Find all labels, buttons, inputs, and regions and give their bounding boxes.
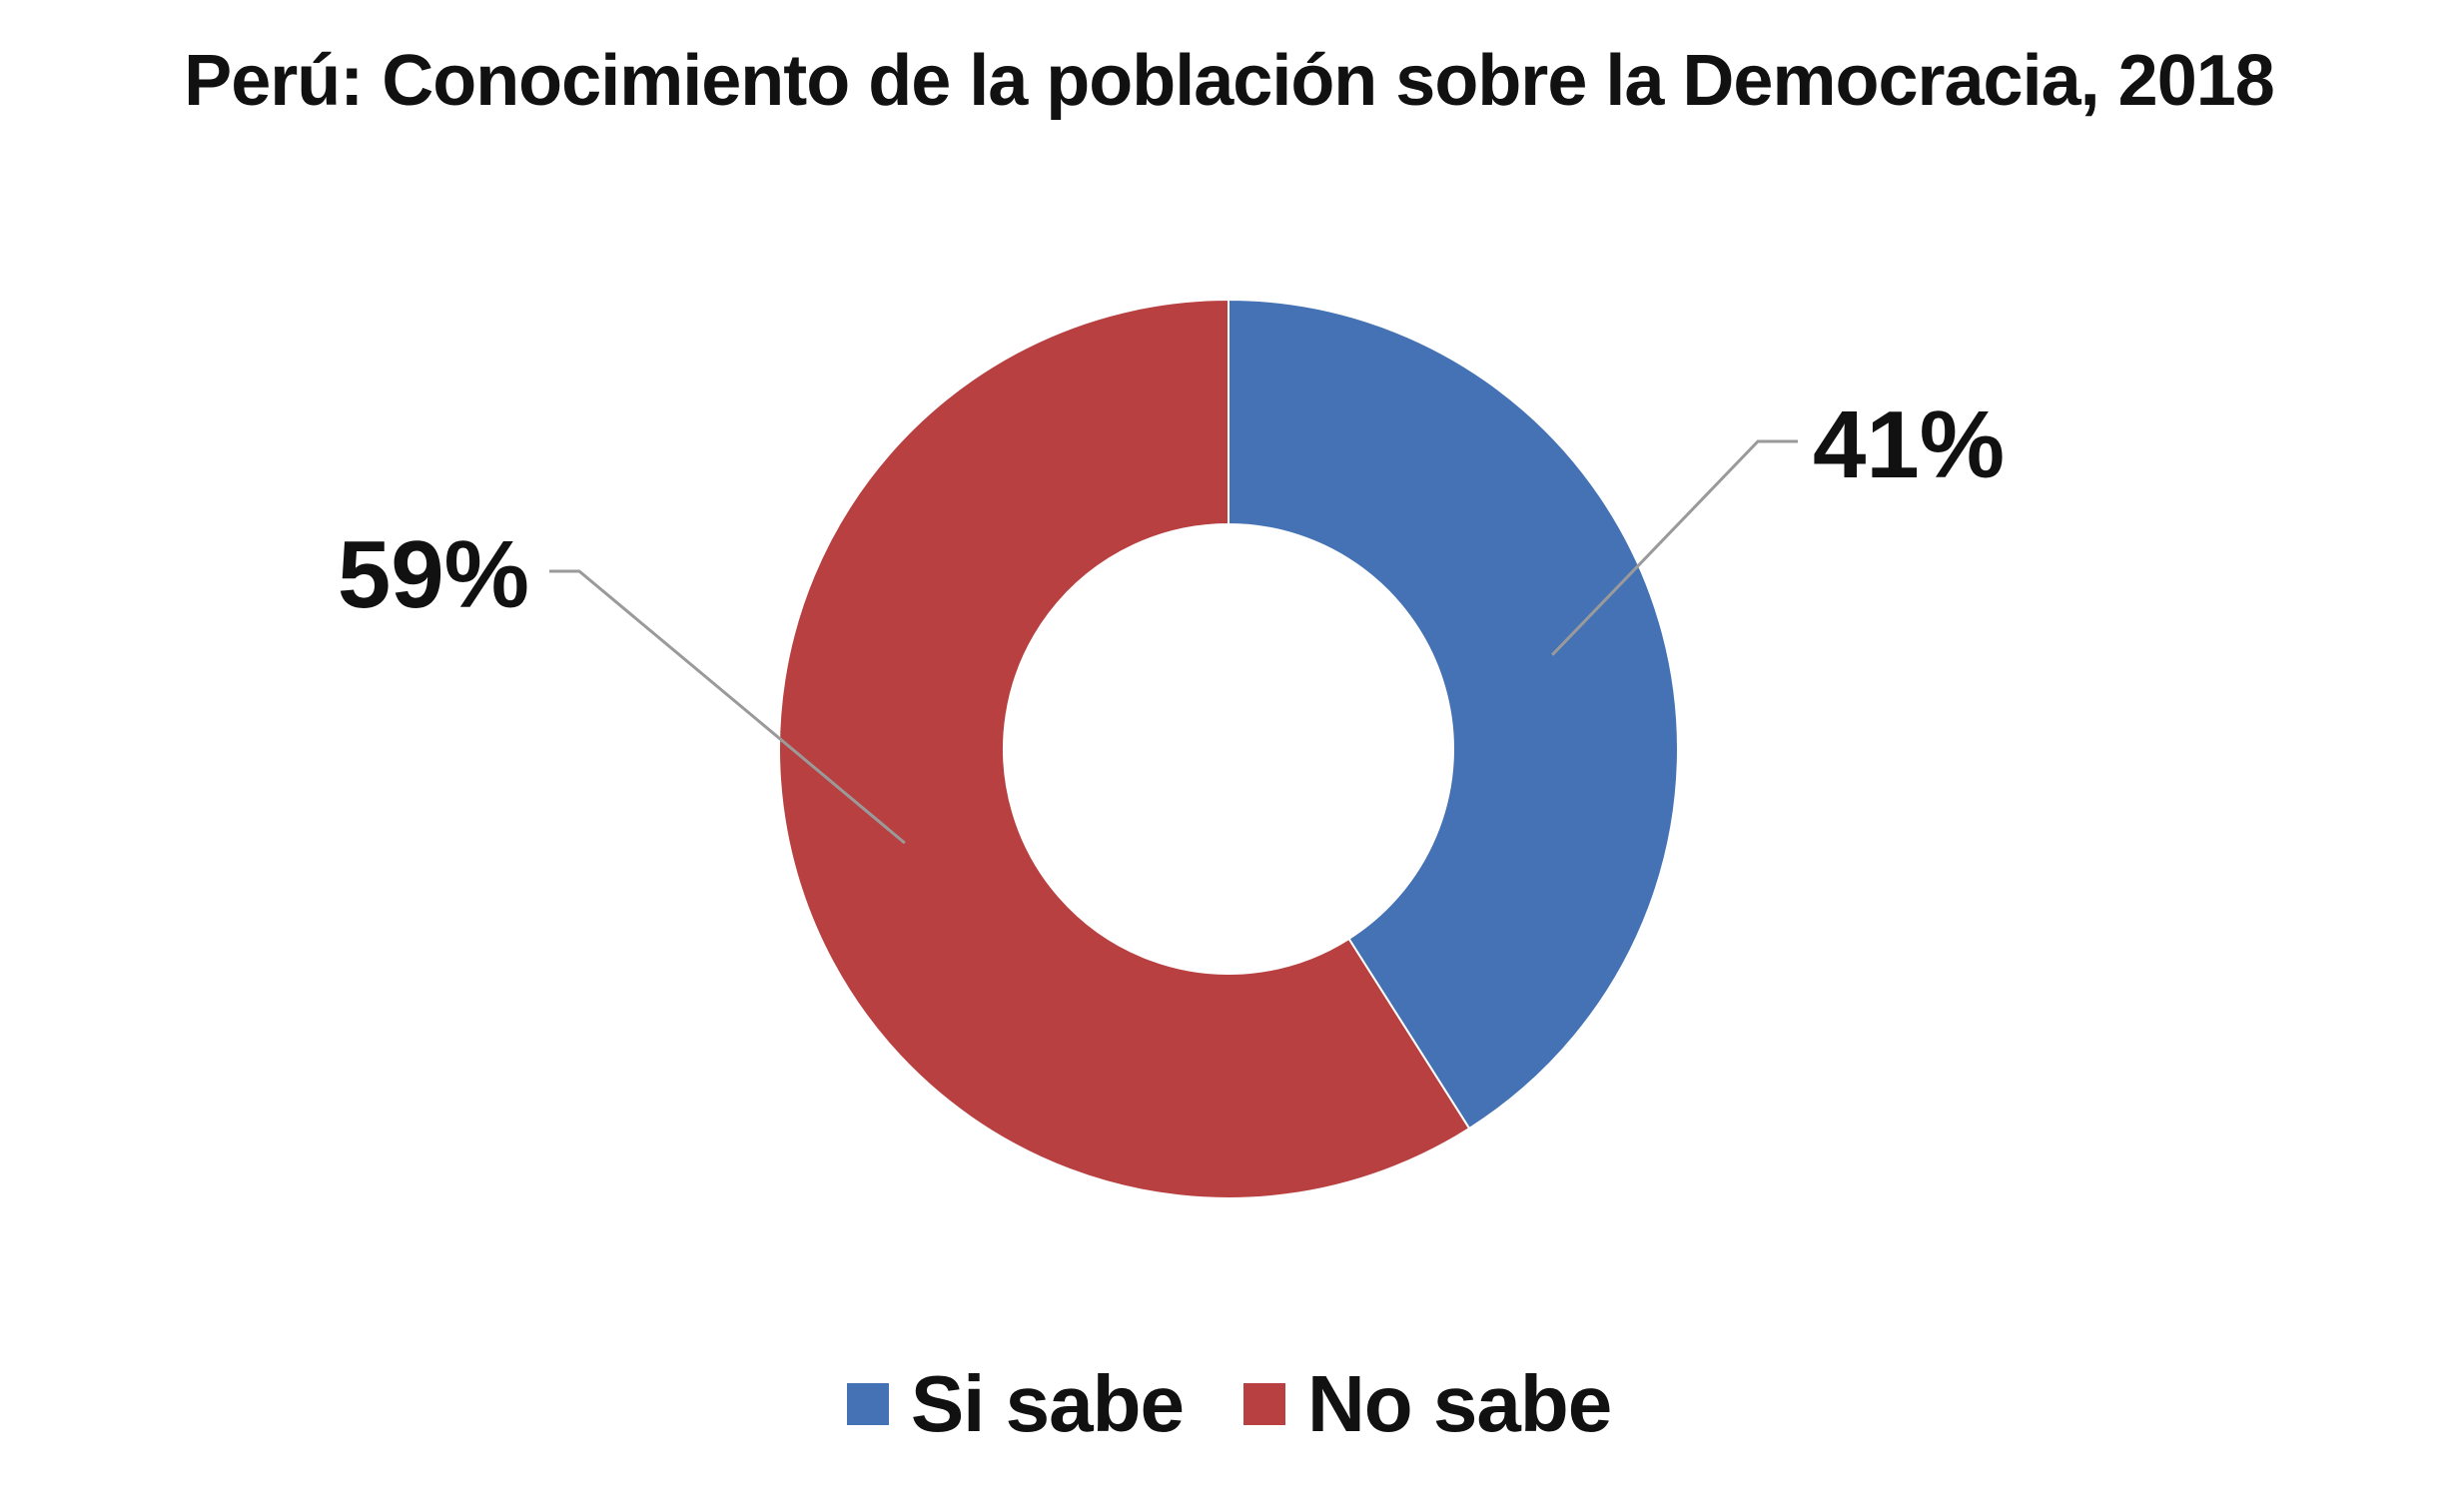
leader-line-si-sabe: [1551, 439, 1798, 656]
donut-slice-no-sabe: [778, 298, 1471, 1199]
data-label-no-sabe: 59%: [338, 521, 529, 628]
legend-item-no-sabe: No sabe: [1242, 1358, 1612, 1450]
legend-item-si-sabe: Si sabe: [846, 1358, 1185, 1450]
legend-swatch-no-sabe: [1242, 1383, 1285, 1425]
legend-label-no-sabe: No sabe: [1306, 1359, 1612, 1448]
donut-slice-si-sabe: [1228, 298, 1679, 1131]
leader-line-no-sabe: [549, 569, 906, 845]
legend-swatch-si-sabe: [846, 1383, 889, 1425]
legend-label-si-sabe: Si sabe: [910, 1359, 1185, 1448]
chart-title: Perú: Conocimiento de la población sobre…: [184, 41, 2275, 121]
data-label-si-sabe: 41%: [1813, 391, 2005, 498]
legend: Si sabe No sabe: [0, 1358, 2458, 1450]
